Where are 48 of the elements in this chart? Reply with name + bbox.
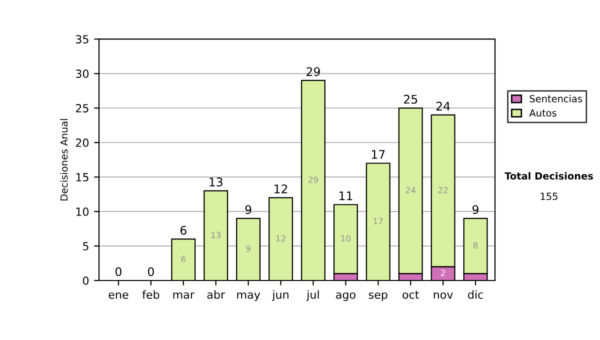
legend-label: Sentencias [530, 94, 582, 102]
total-label: 13 [210, 178, 222, 186]
y-tick-label: 20 [76, 138, 89, 147]
total-label: 0 [116, 267, 122, 276]
x-tick-label: may [237, 292, 260, 301]
data-label: 6 [181, 256, 186, 262]
y-tick-label: 10 [76, 208, 89, 216]
data-label: 17 [374, 218, 383, 224]
data-label: 8 [473, 242, 478, 248]
x-tick-label: ene [108, 292, 128, 299]
x-tick-label: mar [173, 292, 194, 299]
y-axis-title: Decisiones Anual [60, 119, 68, 200]
y-tick-label: 35 [76, 35, 88, 44]
data-label: 22 [438, 186, 448, 194]
x-tick-label: sep [368, 292, 388, 301]
total-label: 25 [404, 94, 418, 104]
x-tick-label: feb [142, 290, 160, 299]
total-label: 0 [148, 267, 154, 276]
total-label: 12 [274, 184, 288, 194]
total-label: 9 [245, 205, 252, 214]
y-tick-label: 0 [82, 276, 89, 285]
data-label: 9 [246, 246, 250, 252]
total-label: 11 [339, 192, 352, 200]
total-label: 9 [472, 205, 478, 214]
y-tick-label: 5 [83, 242, 88, 250]
x-tick-label: nov [434, 292, 453, 299]
y-tick-label: 30 [76, 70, 89, 78]
y-tick-label: 15 [76, 173, 88, 182]
total-label: 6 [180, 226, 186, 235]
x-tick-label: ago [336, 292, 356, 301]
legend-label: Autos [529, 109, 556, 117]
x-tick-label: jul [306, 290, 319, 301]
data-label: 2 [441, 270, 445, 276]
text: 155 [540, 192, 558, 200]
x-tick-label: oct [402, 290, 419, 299]
data-label: 12 [276, 235, 286, 242]
y-tick-label: 25 [76, 104, 88, 112]
text: Total Decisiones [504, 172, 593, 180]
x-tick-label: abr [207, 290, 226, 299]
data-label: 29 [308, 176, 318, 183]
data-label: 10 [341, 235, 350, 242]
total-label: 17 [372, 150, 385, 159]
total-label: 24 [436, 102, 450, 110]
data-label: 13 [211, 232, 220, 238]
x-tick-label: dic [468, 290, 483, 299]
data-label: 24 [406, 186, 416, 194]
x-tick-label: jun [272, 290, 288, 301]
total-label: 29 [306, 67, 320, 76]
